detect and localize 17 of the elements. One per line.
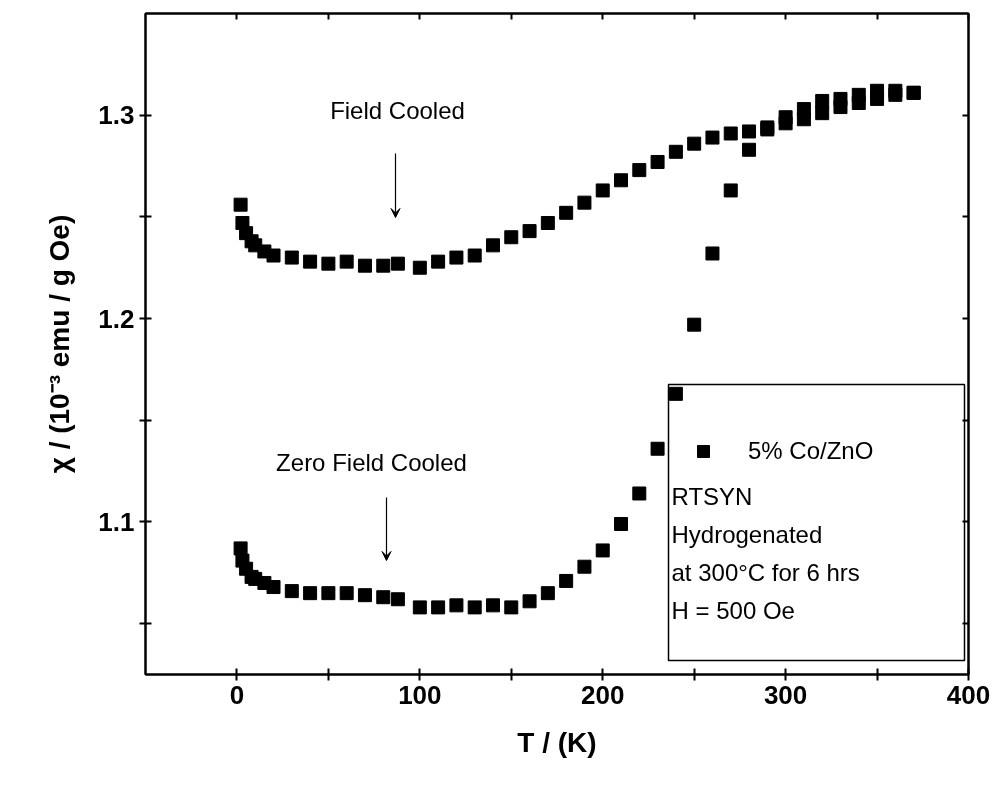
y-tick-label: 1.3 <box>98 100 135 131</box>
x-tick-label: 0 <box>229 679 245 710</box>
y-tick-label: 1.2 <box>98 303 135 334</box>
y-axis-title: χ / (10⁻³ emu / g Oe) <box>44 214 76 474</box>
annotation: Field Cooled <box>330 97 465 124</box>
x-tick-label: 200 <box>581 679 625 710</box>
legend-label: 5% Co/ZnO <box>748 437 874 465</box>
annotation: H = 500 Oe <box>671 597 795 624</box>
annotation: Hydrogenated <box>671 521 823 548</box>
annotation: Zero Field Cooled <box>276 449 467 476</box>
annotation: at 300°C for 6 hrs <box>671 559 860 586</box>
y-tick-label: 1.1 <box>98 506 135 537</box>
x-tick-label: 400 <box>946 679 991 710</box>
annotation: RTSYN <box>671 483 753 510</box>
x-tick-label: 300 <box>763 679 808 710</box>
x-axis-title: T / (K) <box>517 726 597 758</box>
x-tick-label: 100 <box>398 679 442 710</box>
